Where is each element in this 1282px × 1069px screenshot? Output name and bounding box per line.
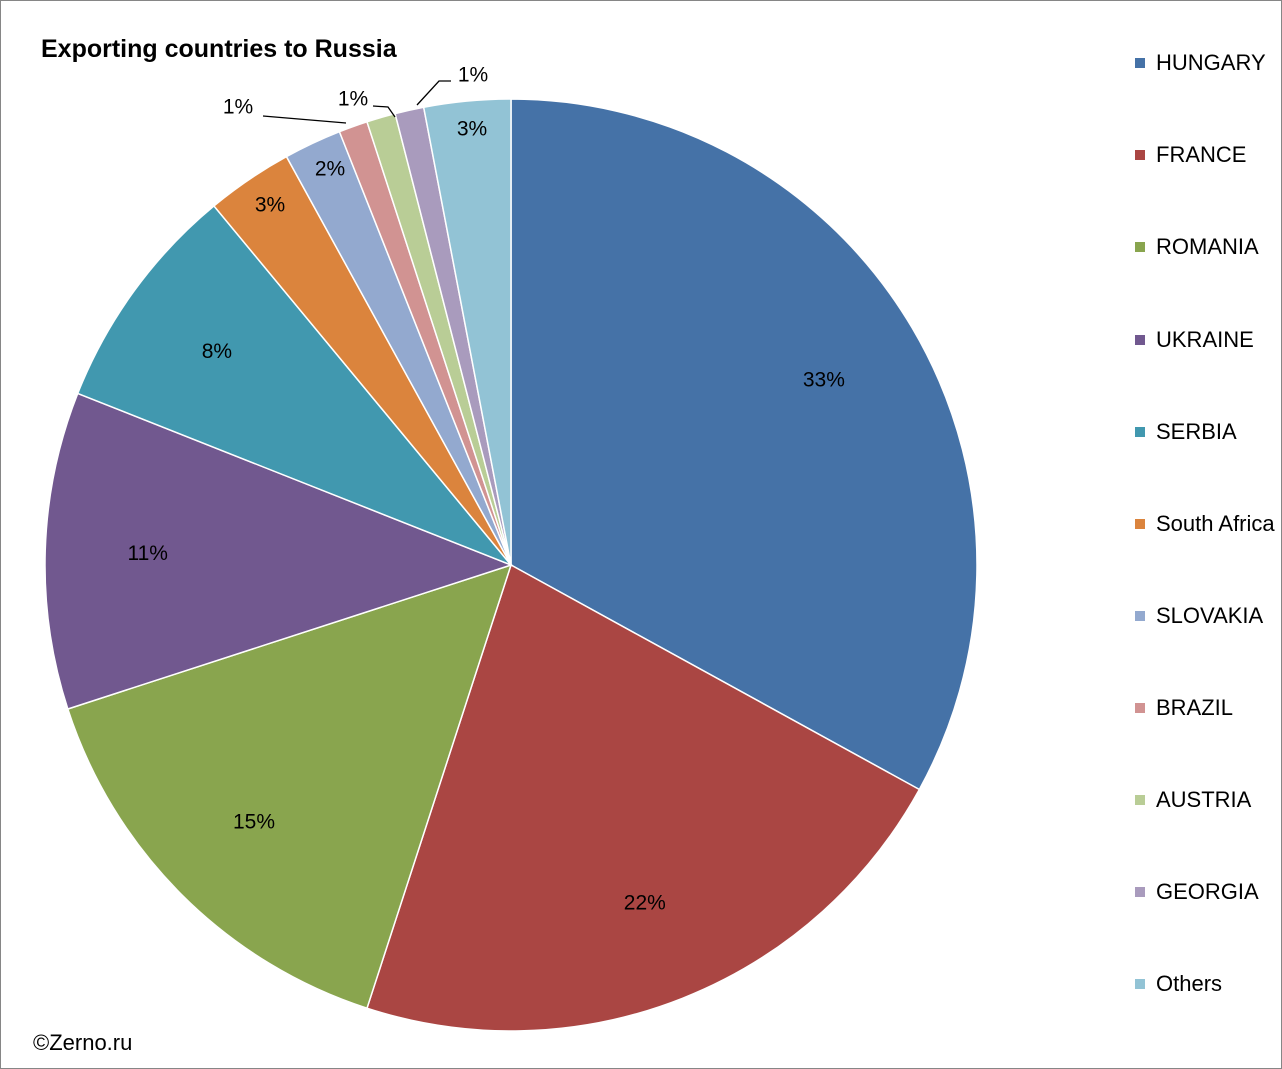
legend-label: SERBIA xyxy=(1156,419,1237,444)
leader-line-georgia xyxy=(416,80,451,106)
credit-text: ©Zerno.ru xyxy=(33,1030,133,1055)
data-label-slovakia: 2% xyxy=(315,158,345,181)
legend-label: ROMANIA xyxy=(1156,234,1259,259)
data-label-france: 22% xyxy=(624,892,666,915)
legend-swatch xyxy=(1135,795,1145,805)
leader-line-austria xyxy=(372,105,396,118)
legend-swatch xyxy=(1135,242,1145,252)
legend-label: HUNGARY xyxy=(1156,50,1266,75)
data-label-romania: 15% xyxy=(233,811,275,834)
legend-swatch xyxy=(1135,150,1145,160)
pie-slice-ukraine xyxy=(44,392,514,710)
legend-label: AUSTRIA xyxy=(1156,787,1252,812)
data-label-georgia: 1% xyxy=(458,64,488,87)
leader-line-brazil xyxy=(262,115,347,124)
legend-swatch xyxy=(1135,427,1145,437)
pie-slice-france xyxy=(366,563,921,1032)
legend-label: SLOVAKIA xyxy=(1156,603,1264,628)
legend-label: UKRAINE xyxy=(1156,327,1254,352)
data-label-south-africa: 3% xyxy=(255,194,285,217)
legend-swatch xyxy=(1135,703,1145,713)
data-label-ukraine: 11% xyxy=(127,542,167,565)
pie-slice-others xyxy=(422,98,512,566)
pie-slice-serbia xyxy=(76,204,512,566)
legend-swatch xyxy=(1135,335,1145,345)
legend-swatch xyxy=(1135,979,1145,989)
data-label-others: 3% xyxy=(457,118,487,141)
chart-title: Exporting countries to Russia xyxy=(41,35,397,63)
data-label-serbia: 8% xyxy=(202,340,232,363)
legend-label: Others xyxy=(1156,971,1223,996)
legend: HUNGARY FRANCE ROMANIA UKRAINE SERBIA South A… xyxy=(1135,47,1281,1007)
legend-swatch xyxy=(1135,887,1145,897)
pie-slice-hungary xyxy=(510,98,978,791)
legend-swatch xyxy=(1135,611,1145,621)
legend-label: South Africa xyxy=(1156,511,1275,536)
pie-slice-romania xyxy=(66,563,513,1010)
legend-swatch xyxy=(1135,58,1145,68)
legend-swatch xyxy=(1135,519,1145,529)
data-label-brazil: 1% xyxy=(223,96,253,119)
data-label-hungary: 33% xyxy=(803,369,845,392)
legend-label: GEORGIA xyxy=(1156,879,1259,904)
legend-label: BRAZIL xyxy=(1156,695,1234,720)
legend-label: FRANCE xyxy=(1156,142,1247,167)
data-label-austria: 1% xyxy=(338,88,368,111)
